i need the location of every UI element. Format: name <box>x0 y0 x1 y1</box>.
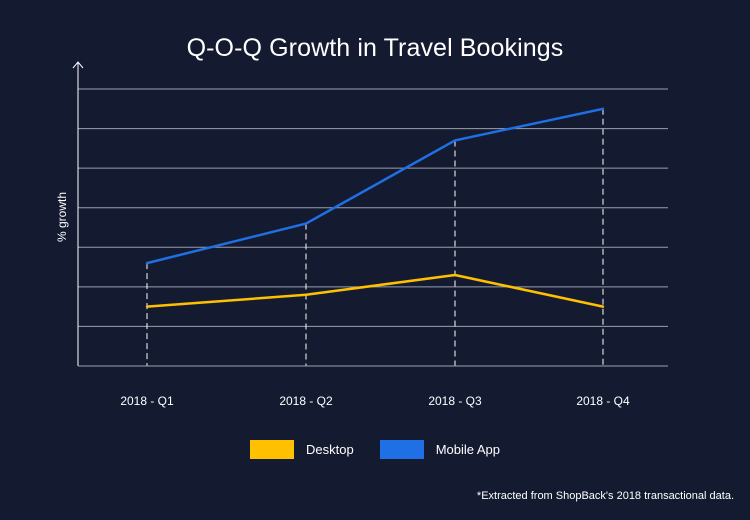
chart-title: Q-O-Q Growth in Travel Bookings <box>186 34 564 62</box>
gridlines <box>78 88 668 327</box>
x-tick-labels: 2018 - Q1 2018 - Q2 2018 - Q3 2018 - Q4 <box>120 394 630 408</box>
x-tick-label: 2018 - Q4 <box>576 394 630 408</box>
x-tick-label: 2018 - Q3 <box>428 394 482 408</box>
drop-lines <box>146 108 604 366</box>
data-point-desktop <box>453 273 457 277</box>
legend-swatch <box>249 440 294 459</box>
data-point-mobile-app <box>145 261 149 265</box>
footnote: *Extracted from ShopBack's 2018 transact… <box>476 490 734 502</box>
data-point-desktop <box>601 305 605 308</box>
x-tick-label: 2018 - Q1 <box>120 394 174 408</box>
legend-label: Mobile App <box>435 442 501 457</box>
data-point-mobile-app <box>304 222 308 225</box>
y-axis-arrow <box>72 61 84 69</box>
x-tick-label: 2018 - Q2 <box>279 394 333 408</box>
series-line-mobile-app <box>146 107 604 265</box>
series-lines <box>145 107 605 308</box>
legend: Desktop Mobile App <box>0 440 750 459</box>
legend-item-desktop: Desktop <box>249 440 354 459</box>
legend-swatch <box>379 440 424 459</box>
data-point-desktop <box>304 293 308 296</box>
data-point-desktop <box>145 305 149 308</box>
data-point-mobile-app <box>601 107 605 110</box>
data-point-mobile-app <box>453 139 457 142</box>
series-line-desktop <box>146 273 604 308</box>
axes <box>72 61 668 367</box>
legend-label: Desktop <box>305 442 354 457</box>
legend-item-mobile-app: Mobile App <box>379 440 501 459</box>
